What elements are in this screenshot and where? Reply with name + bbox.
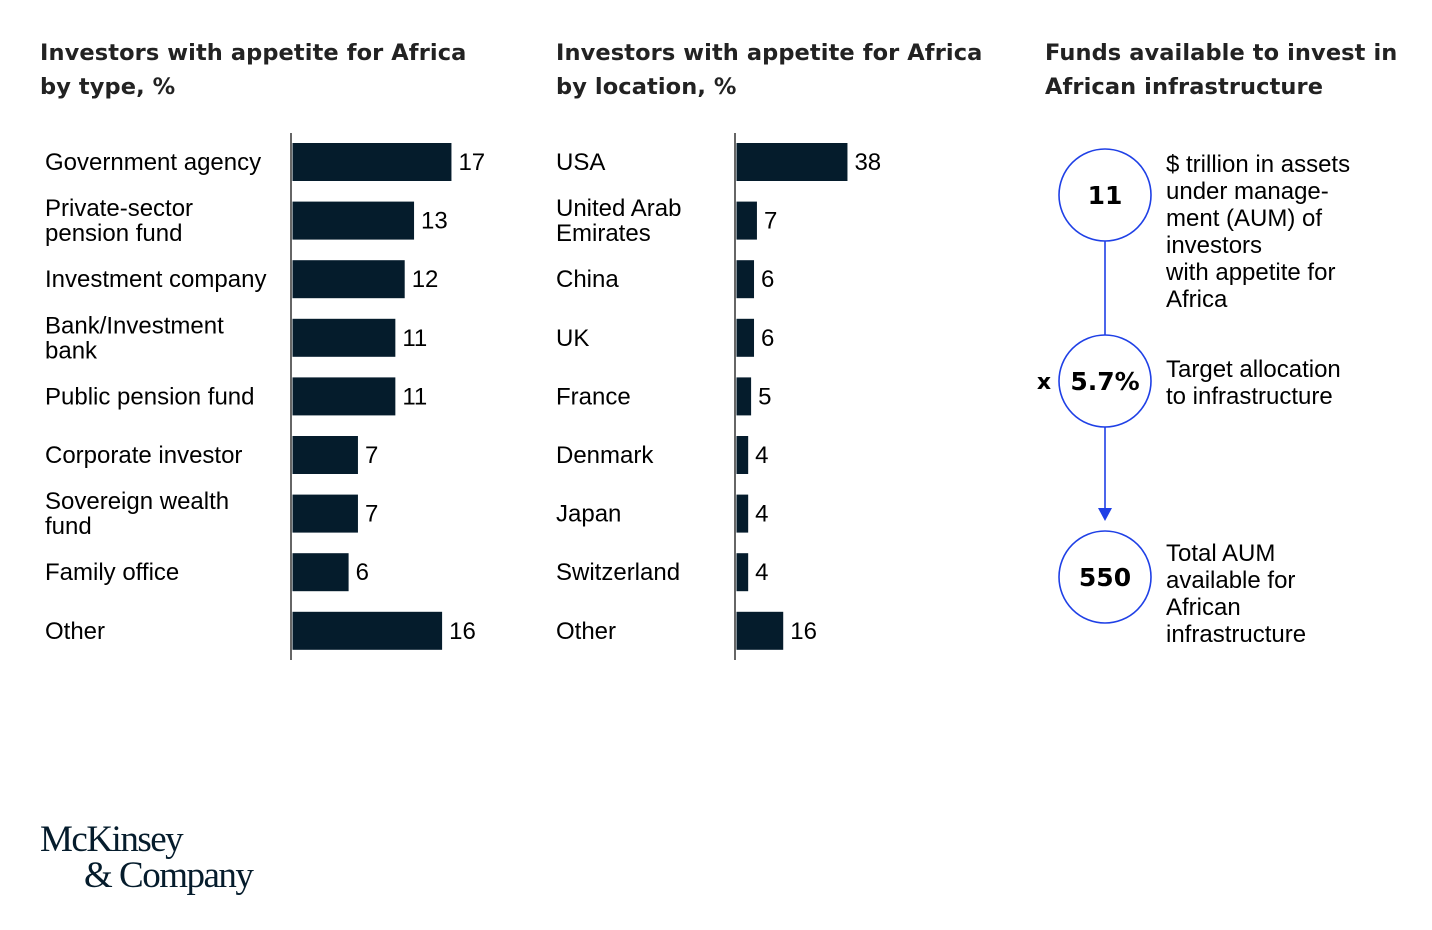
chart-title-by-location-line-2: by location, % xyxy=(556,74,737,100)
chart-title-by-type-line-2: by type, % xyxy=(40,74,176,100)
data-label-type: 11 xyxy=(402,383,427,410)
multiply-sign: x xyxy=(1037,370,1051,395)
bar-location xyxy=(736,494,749,533)
data-label-type: 13 xyxy=(421,208,448,235)
category-label-location: Denmark xyxy=(556,442,654,469)
data-label-location: 7 xyxy=(764,208,777,235)
alloc-desc-line: to infrastructure xyxy=(1166,383,1333,410)
chart-title-by-type-line-1: Investors with appetite for Africa xyxy=(40,40,467,66)
alloc-desc-line: Target allocation xyxy=(1166,356,1341,383)
bar-chart-by-type: 17 Government agency 13 Private-sectorpensi… xyxy=(45,133,485,660)
category-label-type: Government agency xyxy=(45,149,261,176)
bar-location xyxy=(736,436,749,474)
data-label-location: 5 xyxy=(758,383,771,410)
category-label-type: pension fund xyxy=(45,220,182,247)
data-label-type: 11 xyxy=(402,325,427,352)
data-label-type: 7 xyxy=(365,442,378,469)
bar-type xyxy=(292,318,396,357)
category-label-type: Sovereign wealth xyxy=(45,488,229,515)
category-label-type: Public pension fund xyxy=(45,383,254,410)
data-label-location: 6 xyxy=(761,325,774,352)
category-label-location: Japan xyxy=(556,501,621,528)
category-label-location: Other xyxy=(556,618,616,645)
data-label-type: 17 xyxy=(458,149,485,176)
aum-desc-line: Africa xyxy=(1166,286,1228,313)
category-label-location: UK xyxy=(556,325,589,352)
data-label-type: 7 xyxy=(365,501,378,528)
category-label-type: bank xyxy=(45,337,98,364)
total-circle xyxy=(1058,530,1152,624)
aum-desc-line: under manage- xyxy=(1166,178,1329,205)
bar-location xyxy=(736,143,848,181)
data-label-location: 4 xyxy=(755,559,768,586)
logo-line-1: McKinsey xyxy=(40,819,184,860)
category-label-location: USA xyxy=(556,149,605,176)
data-label-location: 6 xyxy=(761,266,774,293)
aum-desc-line: ment (AUM) of xyxy=(1166,205,1323,232)
category-label-type: Investment company xyxy=(45,266,266,293)
bar-type xyxy=(292,201,415,240)
bar-type xyxy=(292,436,358,474)
logo-line-2: & Company xyxy=(84,855,254,896)
bar-type xyxy=(292,494,358,533)
funds-title-line-2: African infrastructure xyxy=(1045,74,1324,100)
aum-desc-line: investors xyxy=(1166,232,1263,259)
bar-type xyxy=(292,553,349,592)
total-desc-line: available for xyxy=(1166,567,1296,594)
bar-location xyxy=(736,201,757,240)
data-label-location: 16 xyxy=(790,618,817,645)
aum-desc-line: with appetite for xyxy=(1166,259,1336,286)
chart-title-by-location: Investors with appetite for Africa by lo… xyxy=(556,36,996,104)
aum-value: 11 xyxy=(1088,181,1123,210)
bar-location xyxy=(736,611,784,650)
total-value: 550 xyxy=(1079,563,1131,592)
data-label-type: 12 xyxy=(412,266,439,293)
arrow-down-icon xyxy=(1098,508,1112,521)
category-label-location: France xyxy=(556,383,631,410)
data-label-type: 6 xyxy=(356,559,369,586)
funds-panel-title: Funds available to invest in African inf… xyxy=(1045,36,1425,104)
category-label-type: Corporate investor xyxy=(45,442,242,469)
bar-type xyxy=(292,260,405,299)
data-label-location: 38 xyxy=(854,149,881,176)
bar-location xyxy=(736,318,755,357)
mckinsey-logo: McKinsey & Company xyxy=(40,819,254,896)
bar-type xyxy=(292,377,396,416)
data-label-location: 4 xyxy=(755,501,768,528)
bar-type xyxy=(292,143,452,181)
bar-location xyxy=(736,553,749,592)
category-label-location: China xyxy=(556,266,619,293)
allocation-description: Target allocation to infrastructure xyxy=(1166,356,1416,410)
category-label-location: Emirates xyxy=(556,220,651,247)
bar-location xyxy=(736,260,755,299)
total-desc-line: African xyxy=(1166,594,1241,621)
allocation-circle xyxy=(1058,334,1152,428)
category-label-type: fund xyxy=(45,513,92,540)
category-label-type: Other xyxy=(45,618,105,645)
data-label-type: 16 xyxy=(449,618,476,645)
aum-description: $ trillion in assets under manage- ment … xyxy=(1166,151,1416,313)
total-desc-line: infrastructure xyxy=(1166,621,1307,648)
allocation-value: 5.7% xyxy=(1070,367,1139,396)
chart-title-by-type: Investors with appetite for Africa by ty… xyxy=(40,36,480,104)
category-label-location: Switzerland xyxy=(556,559,680,586)
category-label-type: Private-sector xyxy=(45,195,193,222)
aum-desc-line: $ trillion in assets xyxy=(1166,151,1351,178)
category-label-location: United Arab xyxy=(556,195,681,222)
chart-title-by-location-line-1: Investors with appetite for Africa xyxy=(556,40,983,66)
category-label-type: Family office xyxy=(45,559,179,586)
total-description: Total AUM available for African infrastr… xyxy=(1166,540,1416,648)
category-label-type: Bank/Investment xyxy=(45,312,224,339)
funds-title-line-1: Funds available to invest in xyxy=(1045,40,1398,66)
bar-location xyxy=(736,377,752,416)
data-label-location: 4 xyxy=(755,442,768,469)
aum-circle xyxy=(1058,148,1152,242)
bar-type xyxy=(292,611,443,650)
funds-flow-diagram: 11 5.7% x 550 xyxy=(1037,148,1152,624)
total-desc-line: Total AUM xyxy=(1166,540,1276,567)
